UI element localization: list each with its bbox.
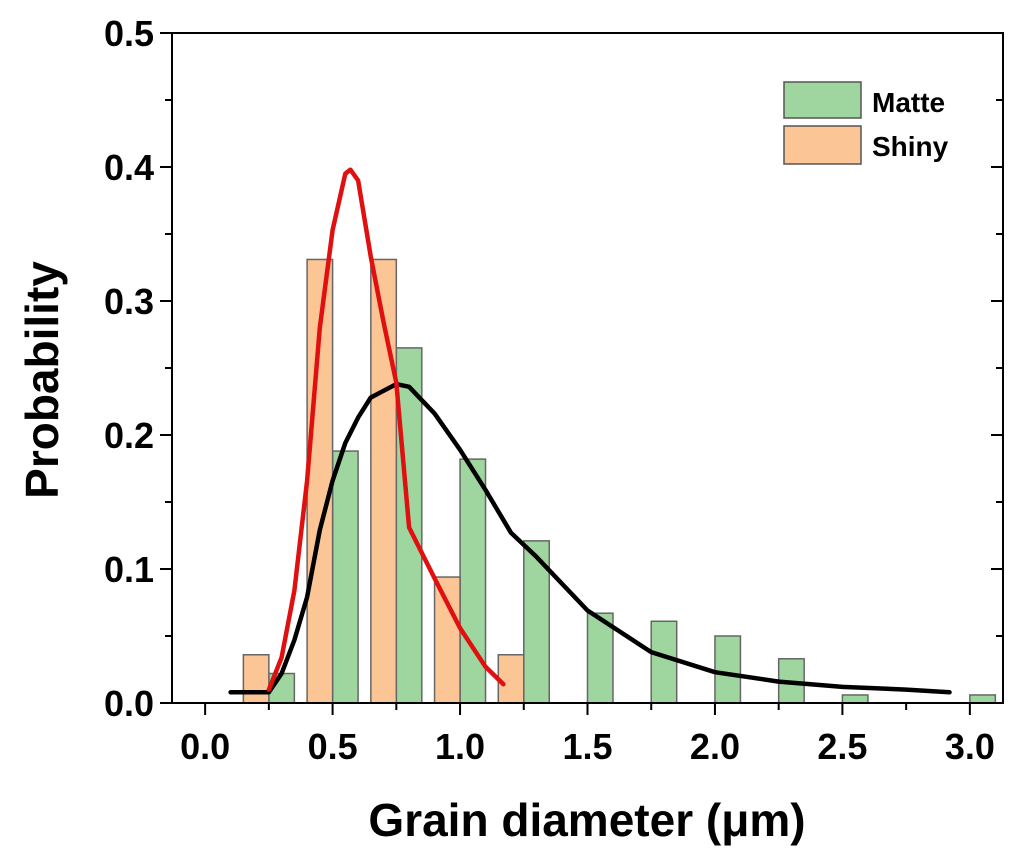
ticks-layer (160, 32, 1003, 715)
x-tick-label: 0.5 (308, 726, 358, 767)
legend-label-shiny: Shiny (872, 131, 949, 162)
bar-matte-0.5 (331, 450, 359, 704)
fit-curve-shiny (266, 167, 506, 692)
y-tick-label: 0.2 (104, 415, 154, 456)
legend-swatch-shiny (783, 125, 862, 165)
bar-matte-1.75 (650, 620, 678, 704)
bar-shiny-0.25 (242, 654, 270, 704)
fit-curves-layer (228, 167, 952, 695)
y-axis-title: Probability (16, 261, 68, 499)
x-tick-label: 2.0 (690, 726, 740, 767)
x-tick-label: 1.5 (562, 726, 612, 767)
x-tick-label: 0.0 (180, 726, 230, 767)
bar-matte-2 (714, 635, 742, 704)
bar-shiny-1.25 (497, 654, 525, 704)
y-tick-labels: 0.0 0.1 0.2 0.3 0.4 0.5 (104, 13, 154, 724)
x-tick-label: 3.0 (945, 726, 995, 767)
legend: Matte Shiny (783, 81, 949, 165)
bar-matte-2.5 (841, 694, 869, 704)
y-tick-label: 0.4 (104, 147, 154, 188)
x-tick-label: 2.5 (817, 726, 867, 767)
bar-matte-1.5 (586, 612, 614, 704)
y-tick-label: 0.3 (104, 281, 154, 322)
bar-matte-1 (459, 458, 487, 704)
x-tick-labels: 0.0 0.5 1.0 1.5 2.0 2.5 3.0 (180, 726, 995, 767)
y-tick-label: 0.5 (104, 13, 154, 54)
x-tick-label: 1.0 (435, 726, 485, 767)
legend-label-matte: Matte (872, 87, 945, 118)
bar-shiny-1 (433, 576, 461, 704)
y-tick-label: 0.0 (104, 683, 154, 724)
y-tick-label: 0.1 (104, 549, 154, 590)
legend-swatch-matte (783, 81, 862, 119)
bar-matte-3 (969, 694, 997, 704)
bars-layer (242, 258, 997, 704)
fit-curve-matte (228, 381, 952, 695)
x-axis-title: Grain diameter (μm) (368, 794, 805, 846)
